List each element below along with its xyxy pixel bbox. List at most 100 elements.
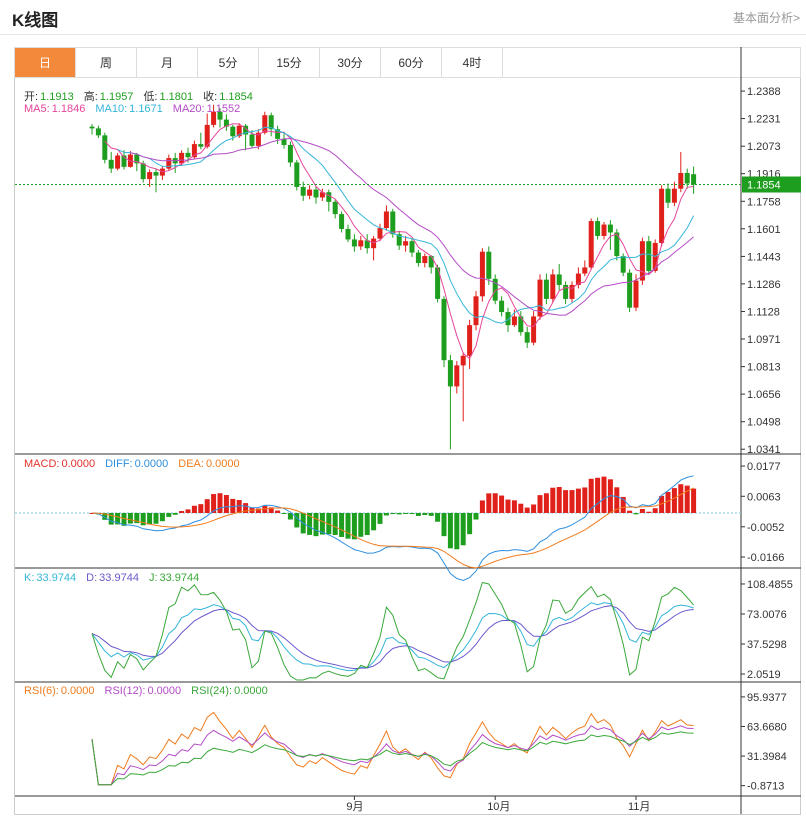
- legend-value: 1.1957: [99, 91, 134, 103]
- candle-body: [300, 186, 306, 196]
- macd-bar: [281, 512, 287, 514]
- candle-body: [332, 201, 338, 215]
- candle-body: [275, 129, 281, 139]
- legend-value: 33.9744: [99, 572, 139, 584]
- tab-1[interactable]: 周: [76, 48, 137, 77]
- candle-body: [428, 256, 434, 268]
- price-tick-label: 1.1443: [747, 251, 781, 263]
- candle-body: [179, 152, 185, 164]
- macd-bar: [441, 512, 447, 537]
- candle-body: [223, 119, 229, 127]
- candle-body: [659, 188, 665, 243]
- macd-bar: [191, 505, 197, 513]
- candle-body: [339, 214, 345, 229]
- time-label: 11月: [628, 801, 650, 813]
- macd-bar: [524, 507, 530, 513]
- tab-5[interactable]: 30分: [320, 48, 381, 77]
- macd-bar: [422, 512, 428, 515]
- candle-body: [403, 241, 409, 246]
- candle-body: [281, 138, 287, 145]
- macd-bar: [351, 512, 357, 540]
- macd-bar: [287, 512, 293, 520]
- tab-3[interactable]: 5分: [198, 48, 259, 77]
- legend-label: DIFF:: [105, 458, 133, 470]
- legend-value: 0.0000: [234, 685, 268, 697]
- macd-legend: MACD: 0.0000 DIFF: 0.0000 DEA: 0.0000: [24, 458, 250, 470]
- macd-bar: [550, 487, 556, 513]
- candle-body: [313, 189, 319, 198]
- candle-body: [319, 192, 325, 198]
- last-price-label: 1.1854: [747, 180, 781, 192]
- candle-body: [390, 211, 396, 235]
- legend-item: RSI(6): 0.0000: [24, 685, 103, 697]
- legend-value: 0.0000: [205, 458, 240, 470]
- candle-body: [454, 365, 460, 387]
- macd-bar: [678, 484, 684, 513]
- tab-4[interactable]: 15分: [259, 48, 320, 77]
- legend-value: 0.0000: [147, 685, 182, 697]
- legend-label: D:: [86, 572, 98, 584]
- candle-body: [345, 228, 351, 240]
- candle-body: [287, 144, 293, 163]
- macd-bar: [652, 508, 658, 513]
- kdj-tick-label: 73.0076: [747, 609, 787, 621]
- candle-body: [230, 126, 236, 137]
- tab-6[interactable]: 60分: [381, 48, 442, 77]
- price-tick-label: 1.1758: [747, 196, 781, 208]
- candle-body: [665, 188, 671, 203]
- candle-body: [467, 325, 473, 356]
- tab-0[interactable]: 日: [15, 48, 76, 77]
- ma5-line: [104, 123, 694, 360]
- macd-bar: [140, 512, 146, 526]
- macd-bar: [691, 488, 697, 513]
- candle-body: [447, 360, 453, 387]
- macd-bar: [185, 509, 191, 513]
- macd-bar: [473, 512, 479, 520]
- legend-label: 收:: [203, 91, 218, 103]
- candle-body: [364, 240, 370, 249]
- candle-body: [588, 221, 594, 268]
- j-line: [91, 581, 694, 681]
- macd-bar: [134, 512, 140, 524]
- legend-value: 0.0000: [61, 458, 96, 470]
- candle-body: [422, 256, 428, 264]
- candle-body: [396, 234, 402, 246]
- time-label: 9月: [346, 801, 363, 813]
- macd-bar: [211, 494, 217, 513]
- candle-body: [511, 316, 517, 326]
- candle-body: [108, 159, 114, 169]
- macd-bar: [460, 512, 466, 546]
- macd-bar: [326, 512, 332, 535]
- fundamental-analysis-link[interactable]: 基本面分析>: [732, 11, 800, 25]
- candle-body: [383, 211, 389, 229]
- macd-bar: [115, 512, 121, 525]
- candle-body: [351, 239, 357, 247]
- macd-bar: [518, 503, 524, 513]
- candle-body: [537, 279, 543, 317]
- macd-bar: [511, 500, 517, 513]
- ohlc-legend: 开: 1.1913 高: 1.1957 低: 1.1801 收: 1.1854: [24, 88, 263, 104]
- macd-tick-label: 0.0177: [747, 461, 781, 473]
- legend-value: 0.0000: [134, 458, 169, 470]
- tab-7[interactable]: 4时: [442, 48, 503, 77]
- macd-bar: [236, 500, 242, 513]
- macd-bar: [383, 512, 389, 516]
- candle-body: [518, 316, 524, 333]
- candle-body: [358, 240, 364, 247]
- macd-bar: [339, 512, 345, 537]
- kdj-tick-label: 37.5298: [747, 639, 787, 651]
- macd-bar: [255, 508, 261, 513]
- tab-2[interactable]: 月: [137, 48, 198, 77]
- price-tick-label: 1.2388: [747, 86, 781, 98]
- rsi6-line: [91, 711, 694, 786]
- macd-bar: [166, 512, 172, 517]
- price-tick-label: 1.0656: [747, 389, 781, 401]
- legend-label: RSI(24):: [191, 685, 233, 697]
- candle-body: [543, 279, 549, 299]
- macd-bar: [147, 512, 153, 525]
- candle-body: [185, 152, 191, 158]
- legend-label: MA5:: [24, 103, 50, 115]
- legend-label: RSI(12):: [104, 685, 146, 697]
- k-line: [91, 602, 694, 672]
